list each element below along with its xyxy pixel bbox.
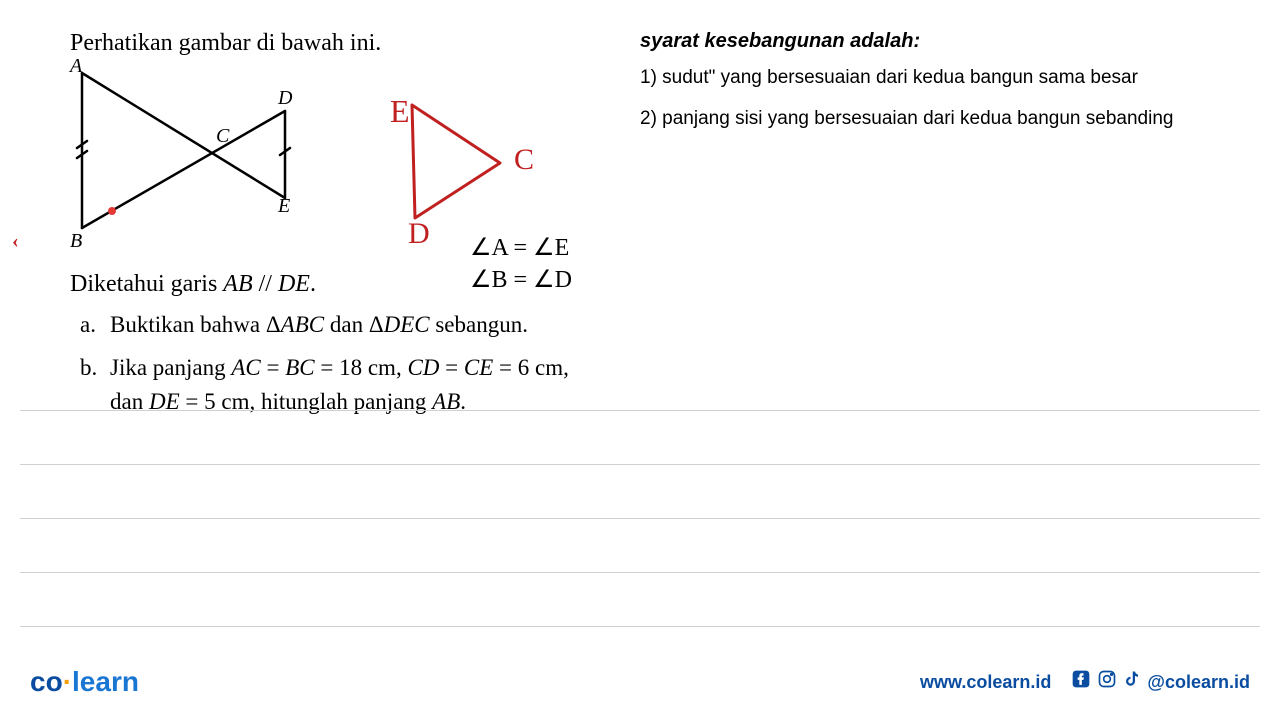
vertex-A: A	[70, 55, 82, 78]
qa-label: a.	[80, 308, 110, 343]
facebook-icon[interactable]	[1071, 669, 1091, 695]
question-a: a. Buktikan bahwa ΔABC dan ΔDEC sebangun…	[80, 308, 1240, 343]
logo-learn: learn	[72, 666, 139, 697]
right-column: syarat kesebangunan adalah: 1) sudut" ya…	[640, 30, 1240, 146]
vertex-E: E	[278, 195, 290, 218]
ruled-line	[20, 572, 1260, 573]
ruled-line	[20, 464, 1260, 465]
ruled-line	[20, 518, 1260, 519]
tiktok-icon[interactable]	[1123, 669, 1141, 695]
annotation-D: D	[408, 217, 430, 251]
footer: co·learn www.colearn.id @colearn.id	[30, 666, 1250, 698]
vertex-C: C	[216, 125, 229, 148]
footer-handle: @colearn.id	[1147, 672, 1250, 693]
logo-co: co	[30, 666, 63, 697]
ruled-line	[20, 410, 1260, 411]
vertex-B: B	[70, 230, 82, 253]
annotation-C: C	[514, 143, 534, 177]
right-heading: syarat kesebangunan adalah:	[640, 30, 1240, 53]
given-suffix: .	[310, 271, 316, 297]
angle-eq-1: ∠A = ∠E	[470, 233, 569, 262]
logo: co·learn	[30, 666, 139, 698]
vertex-D: D	[278, 87, 292, 110]
question-list: a. Buktikan bahwa ΔABC dan ΔDEC sebangun…	[70, 308, 1240, 420]
given-statement: Diketahui garis AB // DE.	[70, 271, 1240, 298]
annotation-E: E	[390, 93, 410, 130]
right-item-2: 2) panjang sisi yang bersesuaian dari ke…	[640, 106, 1240, 133]
back-arrow-icon[interactable]: ‹	[12, 230, 19, 253]
qa-text: Buktikan bahwa ΔABC dan ΔDEC sebangun.	[110, 308, 1240, 343]
instagram-icon[interactable]	[1097, 669, 1117, 695]
given-prefix: Diketahui garis	[70, 271, 223, 297]
angle-eq-2: ∠B = ∠D	[470, 265, 572, 294]
footer-url[interactable]: www.colearn.id	[920, 672, 1051, 693]
ruled-line	[20, 626, 1260, 627]
given-seg1: AB	[223, 271, 252, 297]
given-seg2: DE	[278, 271, 310, 297]
footer-right: www.colearn.id @colearn.id	[920, 669, 1250, 695]
right-item-1: 1) sudut" yang bersesuaian dari kedua ba…	[640, 65, 1240, 92]
footer-social: @colearn.id	[1071, 669, 1250, 695]
given-parallel: //	[253, 271, 278, 297]
